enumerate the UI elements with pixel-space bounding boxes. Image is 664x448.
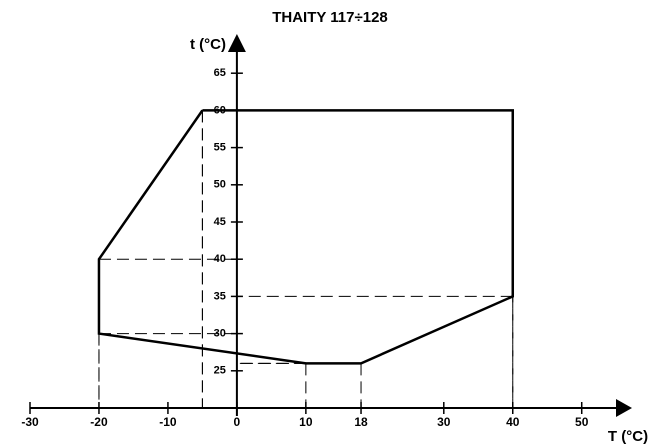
x-tick-label: 0 — [234, 415, 241, 429]
y-tick-label: 55 — [214, 142, 226, 154]
y-tick-label: 35 — [214, 290, 226, 302]
y-tick-label: 45 — [214, 216, 226, 228]
x-axis-label: T (°C) — [608, 428, 648, 445]
y-tick-label: 40 — [214, 253, 226, 265]
x-tick-label: 10 — [299, 415, 313, 429]
x-tick-label: 40 — [506, 415, 520, 429]
y-tick-label: 30 — [214, 328, 226, 340]
x-tick-label: -20 — [90, 415, 108, 429]
x-tick-label: 50 — [575, 415, 589, 429]
y-tick-label: 50 — [214, 179, 226, 191]
y-axis-label: t (°C) — [190, 36, 226, 53]
x-tick-label: -30 — [21, 415, 39, 429]
y-tick-label: 65 — [214, 67, 226, 79]
x-tick-label: -10 — [159, 415, 177, 429]
y-tick-label: 25 — [214, 365, 226, 377]
y-axis-arrow — [227, 34, 246, 52]
x-tick-label: 30 — [437, 415, 451, 429]
envelope-line — [97, 109, 515, 365]
x-tick-label: 18 — [354, 415, 368, 429]
chart-title: THAITY 117÷128 — [272, 9, 388, 26]
x-axis-arrow — [616, 399, 632, 417]
